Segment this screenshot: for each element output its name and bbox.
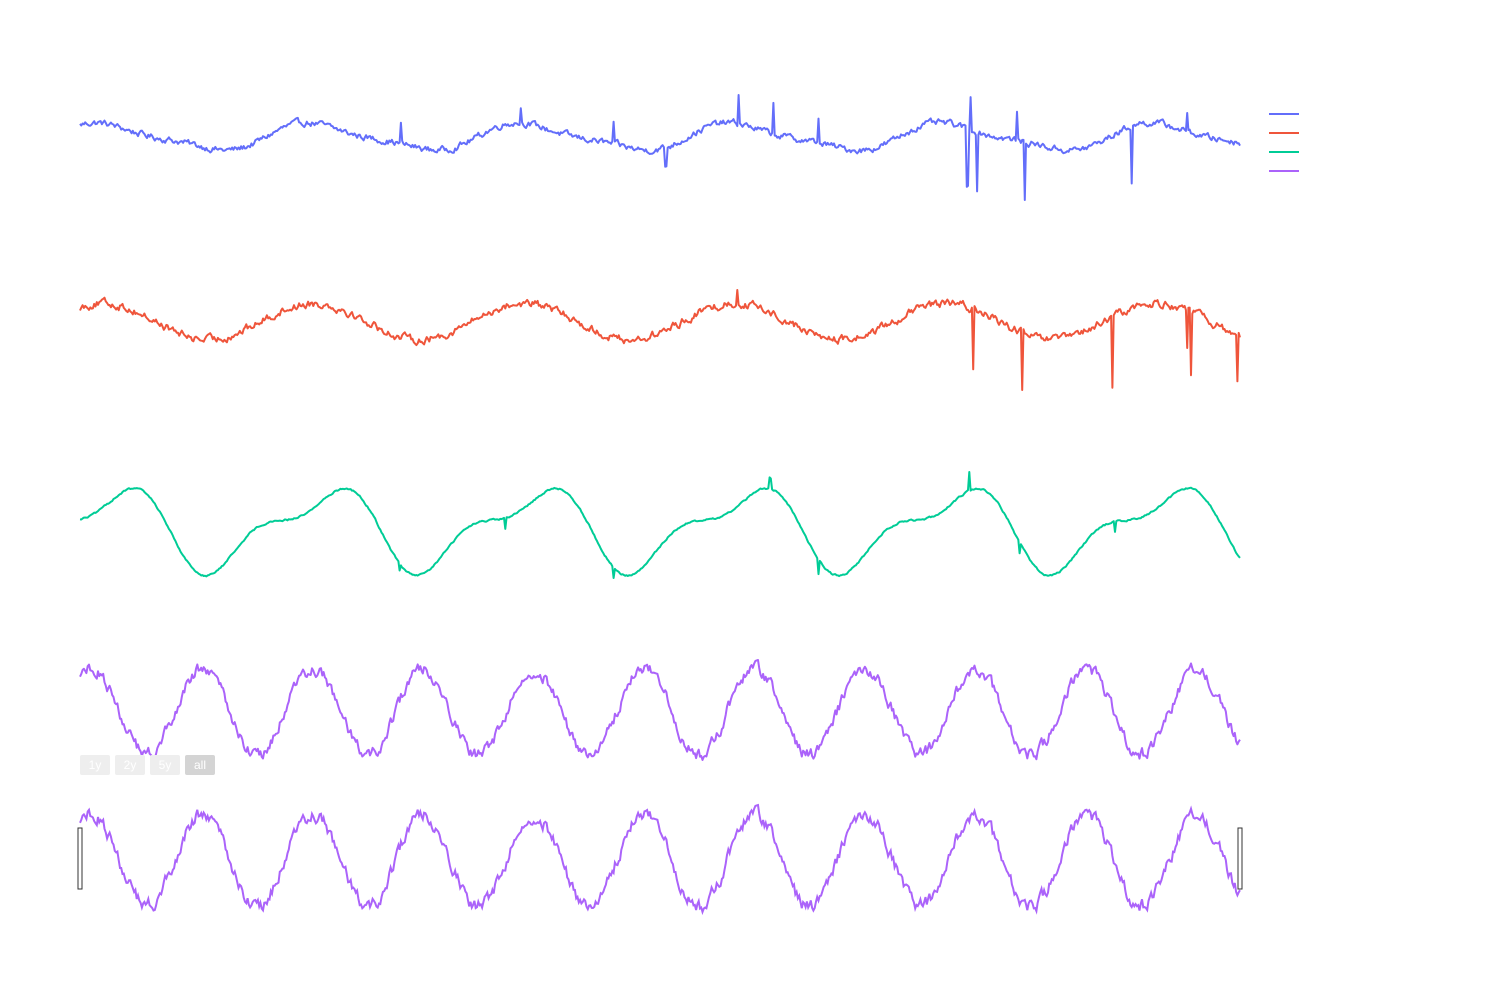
subplot-2: [79, 289, 1241, 391]
series-line-1: [79, 94, 1241, 201]
range-slider-handle-right[interactable]: [1237, 827, 1243, 890]
range-button-bg-5y: [150, 755, 180, 775]
range-slider[interactable]: [77, 803, 1243, 916]
range-button-5y[interactable]: 5y: [150, 755, 180, 775]
series-line-4: [79, 659, 1241, 761]
range-button-label-5y: 5y: [159, 758, 172, 772]
range-button-bg-1y: [80, 755, 110, 775]
range-button-label-1y: 1y: [89, 758, 102, 772]
range-button-2y[interactable]: 2y: [115, 755, 145, 775]
range-button-all[interactable]: all: [185, 755, 215, 775]
series-line-3: [79, 471, 1241, 579]
subplot-panels: [79, 94, 1241, 761]
series-line-2: [79, 289, 1241, 391]
range-button-bg-all: [185, 755, 215, 775]
subplot-3: [79, 471, 1241, 579]
range-button-1y[interactable]: 1y: [80, 755, 110, 775]
range-slider-preview: [79, 803, 1241, 916]
subplot-1: [79, 94, 1241, 201]
legend: [1269, 113, 1299, 172]
range-button-label-2y: 2y: [124, 758, 137, 772]
subplot-4: [79, 659, 1241, 761]
range-slider-handle-left[interactable]: [77, 827, 83, 890]
range-button-bg-2y: [115, 755, 145, 775]
range-button-label-all: all: [194, 758, 206, 772]
range-selector: 1y 2y 5y all: [80, 755, 215, 775]
